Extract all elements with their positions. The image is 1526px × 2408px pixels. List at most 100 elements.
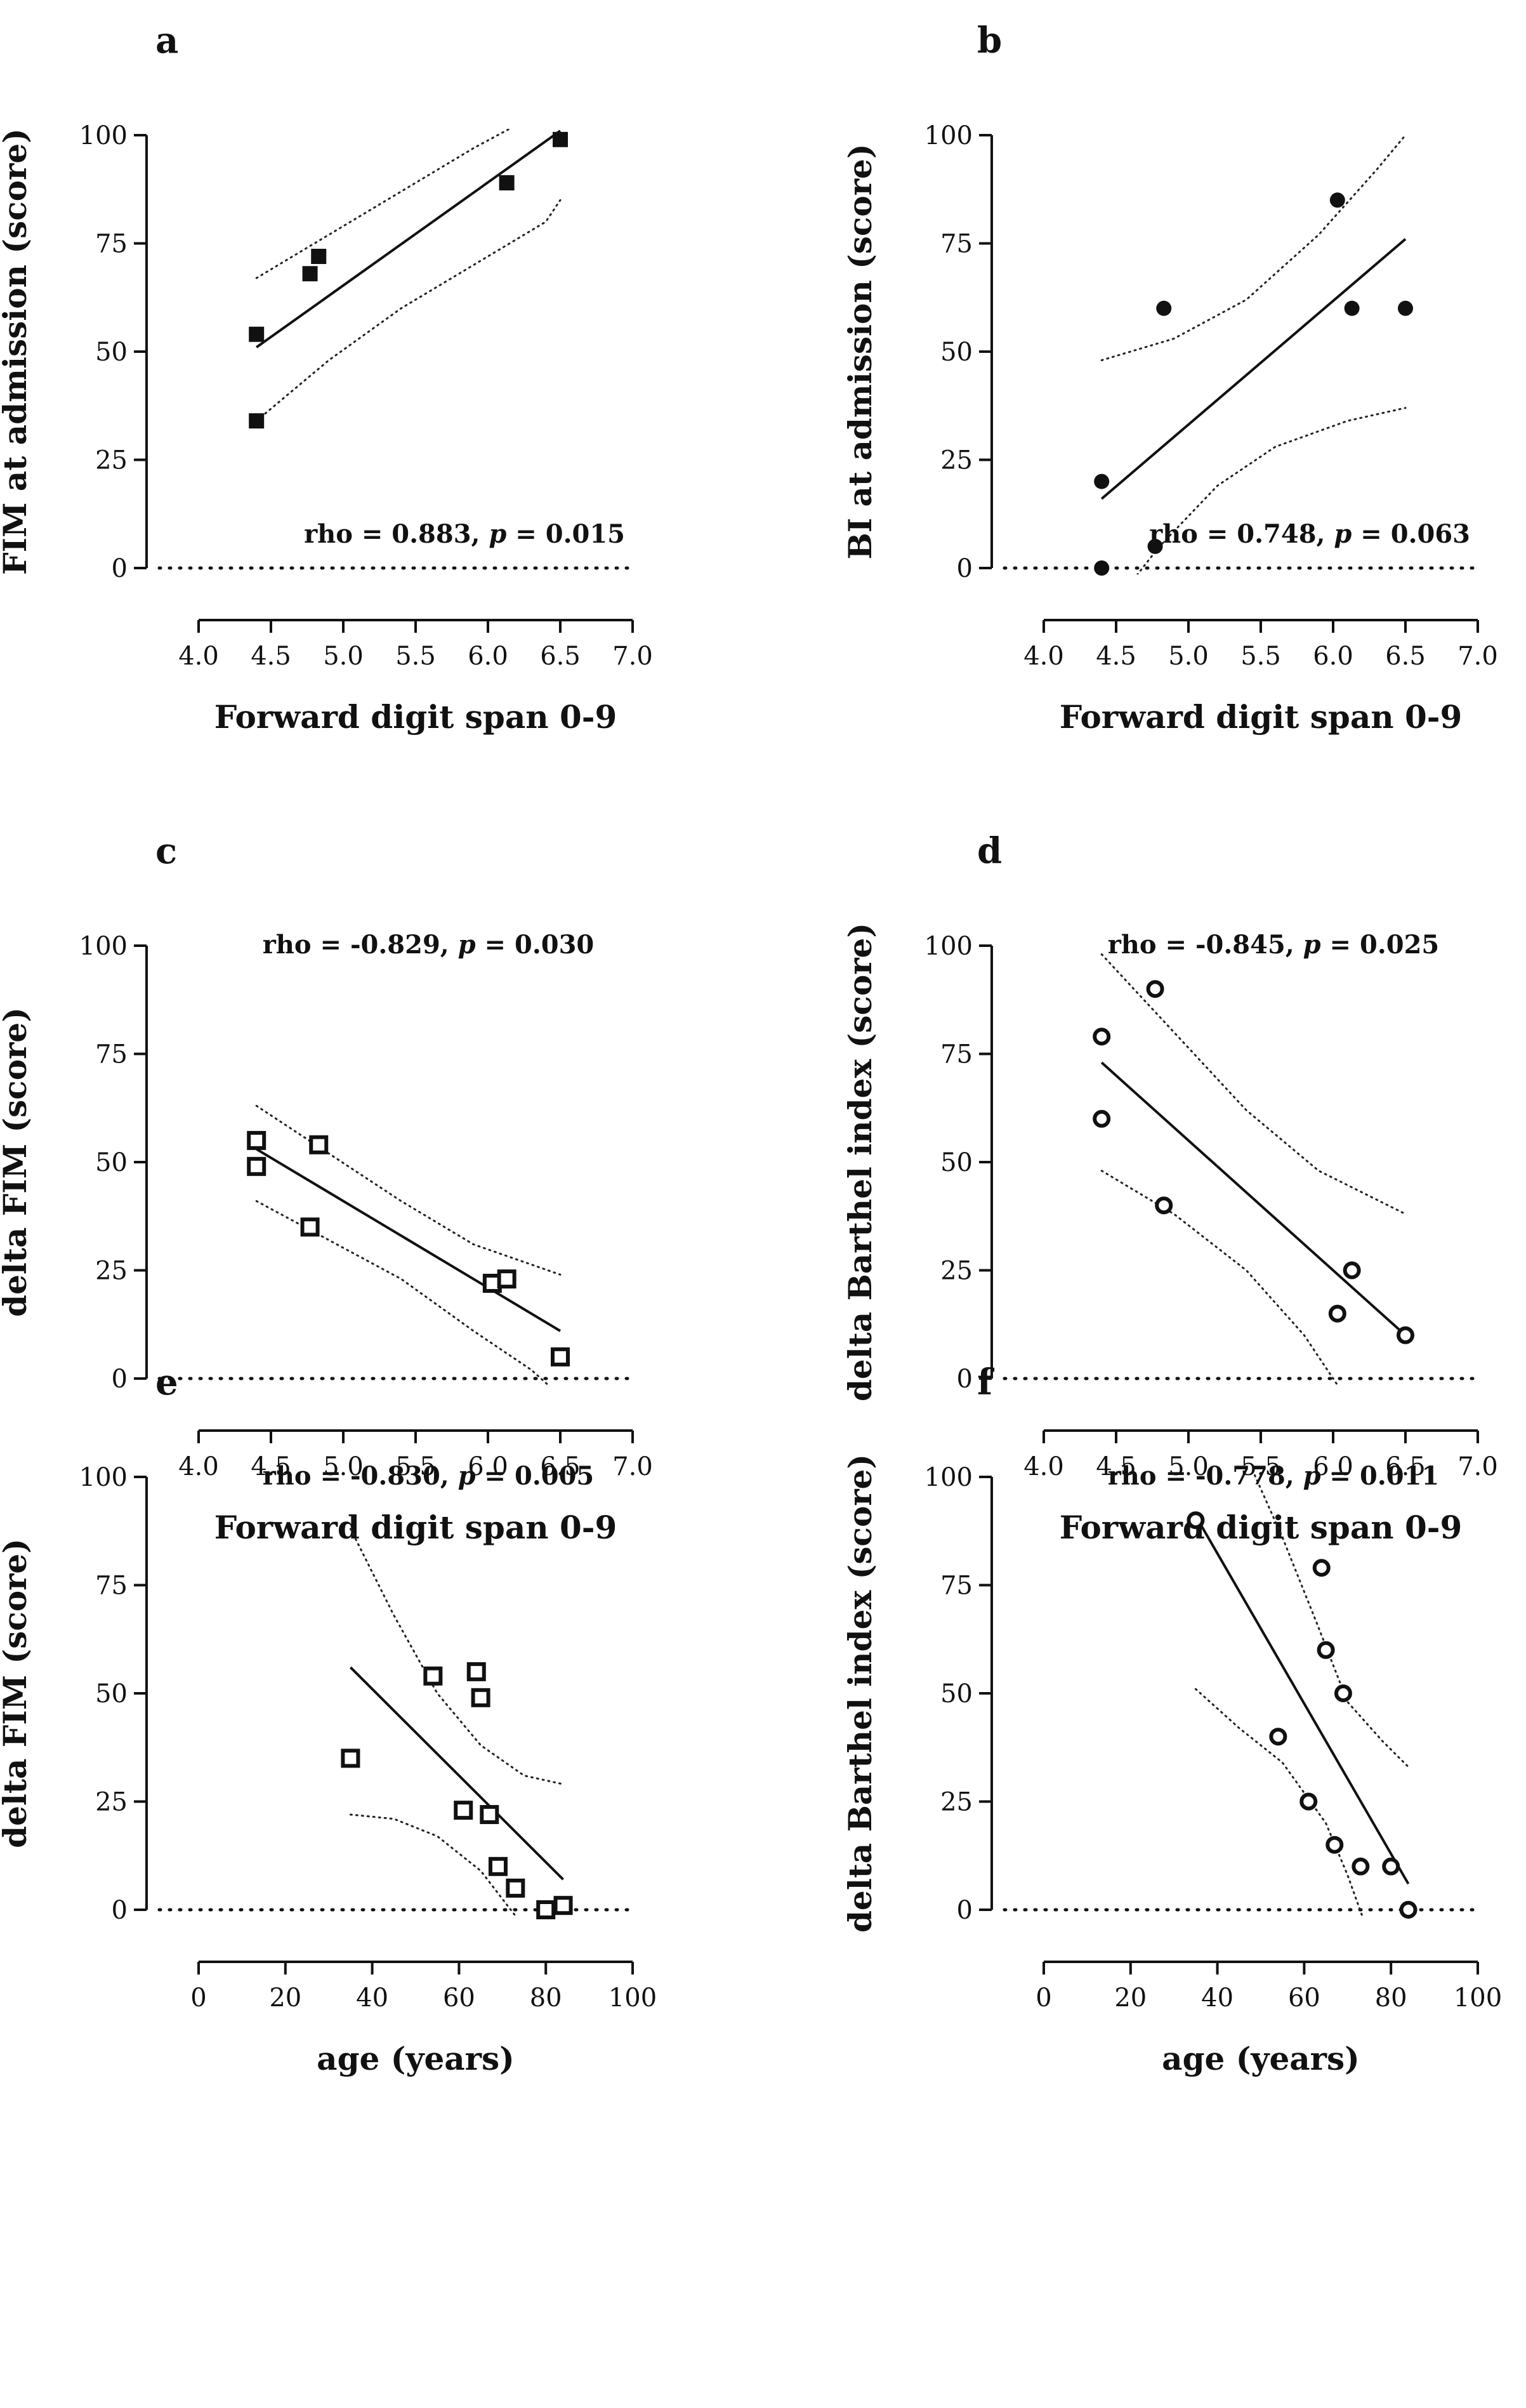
- x-tick-label: 100: [608, 1983, 657, 2013]
- x-tick-label: 4.5: [1096, 1452, 1136, 1481]
- data-point: [1156, 300, 1172, 316]
- y-tick-label: 75: [95, 230, 128, 259]
- data-point: [1299, 1792, 1318, 1811]
- x-tick-label: 6.0: [1313, 642, 1353, 671]
- x-tick-label: 6.5: [1385, 642, 1426, 671]
- y-tick-label: 75: [940, 1571, 973, 1601]
- data-point: [1146, 980, 1164, 998]
- ci-lower-band: [1100, 1170, 1339, 1385]
- data-point: [309, 1135, 329, 1154]
- ci-upper-band: [255, 1104, 562, 1276]
- p-value: = 0.063: [1352, 519, 1470, 549]
- x-tick-label: 4.5: [251, 1452, 291, 1481]
- data-point: [1312, 1559, 1331, 1577]
- x-tick-label: 60: [1288, 1983, 1320, 2013]
- y-tick-label: 0: [112, 1365, 128, 1394]
- x-tick-label: 20: [269, 1983, 301, 2013]
- x-tick-label: 6.0: [468, 642, 508, 671]
- x-axis-title: Forward digit span 0-9: [1060, 698, 1463, 736]
- p-symbol: p: [489, 519, 506, 549]
- ci-upper-band: [1251, 1471, 1410, 1768]
- data-point: [466, 1662, 486, 1681]
- x-axis-title: age (years): [317, 2040, 515, 2077]
- x-tick-label: 6.5: [540, 1452, 581, 1481]
- y-tick-label: 100: [924, 1463, 973, 1492]
- correlation-annotation: rho = 0.748, p = 0.063: [1149, 519, 1470, 549]
- x-tick-label: 7.0: [1457, 642, 1498, 671]
- regression-line: [1100, 1061, 1407, 1337]
- data-point: [247, 1130, 266, 1150]
- x-tick-label: 5.5: [395, 642, 436, 671]
- y-tick-label: 0: [957, 1896, 973, 1925]
- x-axis-title: Forward digit span 0-9: [1060, 1509, 1463, 1546]
- data-point: [1334, 1684, 1352, 1702]
- p-symbol: p: [458, 1461, 476, 1491]
- y-axis-title: delta Barthel index (score): [841, 1454, 879, 1933]
- data-point: [1325, 1836, 1344, 1854]
- p-symbol: p: [458, 930, 476, 960]
- x-tick-label: 4.0: [178, 642, 219, 671]
- p-symbol: p: [1303, 930, 1321, 960]
- x-tick-label: 6.5: [540, 642, 581, 671]
- data-point: [302, 266, 318, 282]
- x-tick-label: 6.5: [1385, 1452, 1426, 1481]
- ci-upper-band: [1100, 953, 1407, 1215]
- x-tick-label: 5.5: [1240, 1452, 1281, 1481]
- ci-upper-band: [349, 1528, 565, 1785]
- y-tick-label: 25: [940, 446, 973, 475]
- x-tick-label: 5.0: [323, 1452, 364, 1481]
- y-tick-label: 50: [940, 338, 973, 367]
- data-point: [1344, 300, 1360, 316]
- p-value: = 0.025: [1321, 930, 1440, 960]
- regression-line: [256, 129, 562, 348]
- data-point: [1094, 473, 1110, 489]
- x-tick-label: 60: [443, 1983, 475, 2013]
- regression-line: [1194, 1515, 1410, 1885]
- p-value: = 0.011: [1321, 1461, 1440, 1491]
- rho-value: rho = -0.829,: [263, 930, 458, 960]
- y-axis-title: BI at admission (score): [841, 143, 879, 559]
- data-point: [536, 1900, 556, 1919]
- regression-line: [256, 1148, 562, 1332]
- data-point: [1398, 300, 1413, 316]
- x-tick-label: 6.0: [1313, 1452, 1353, 1481]
- data-point: [497, 1269, 516, 1289]
- x-axis-title: Forward digit span 0-9: [214, 698, 617, 736]
- y-tick-label: 50: [95, 1679, 128, 1709]
- rho-value: rho = -0.845,: [1108, 930, 1303, 960]
- rho-value: rho = -0.830,: [263, 1461, 458, 1491]
- ci-upper-band: [1100, 134, 1407, 362]
- x-tick-label: 5.0: [1168, 642, 1209, 671]
- ci-upper-band: [255, 129, 511, 279]
- x-tick-label: 40: [1201, 1983, 1233, 2013]
- y-axis-title: delta Barthel index (score): [841, 923, 879, 1401]
- regression-line: [349, 1666, 564, 1881]
- y-tick-label: 50: [95, 1148, 128, 1177]
- data-point: [1382, 1857, 1400, 1875]
- y-tick-label: 25: [940, 1788, 973, 1817]
- data-point: [1093, 1028, 1111, 1046]
- y-tick-label: 25: [95, 446, 128, 475]
- panel-letter: b: [977, 20, 1002, 62]
- x-axis-title: Forward digit span 0-9: [214, 1509, 617, 1546]
- p-value: = 0.015: [506, 519, 625, 549]
- y-tick-label: 50: [940, 1148, 973, 1177]
- data-point: [311, 248, 327, 264]
- data-point: [551, 1347, 570, 1366]
- data-point: [1352, 1857, 1370, 1875]
- y-tick-label: 50: [95, 338, 128, 367]
- data-point: [488, 1856, 508, 1876]
- data-point: [1397, 1326, 1414, 1344]
- y-tick-label: 75: [95, 1571, 128, 1601]
- x-tick-label: 4.0: [1023, 642, 1064, 671]
- y-tick-label: 100: [79, 1463, 128, 1492]
- ci-lower-band: [1136, 407, 1407, 574]
- data-point: [553, 131, 568, 147]
- correlation-annotation: rho = -0.829, p = 0.030: [263, 930, 595, 960]
- data-point: [1329, 192, 1345, 208]
- data-point: [249, 326, 265, 342]
- data-point: [499, 175, 515, 191]
- rho-value: rho = 0.883,: [304, 519, 489, 549]
- data-point: [1187, 1511, 1205, 1530]
- x-tick-label: 5.0: [323, 642, 364, 671]
